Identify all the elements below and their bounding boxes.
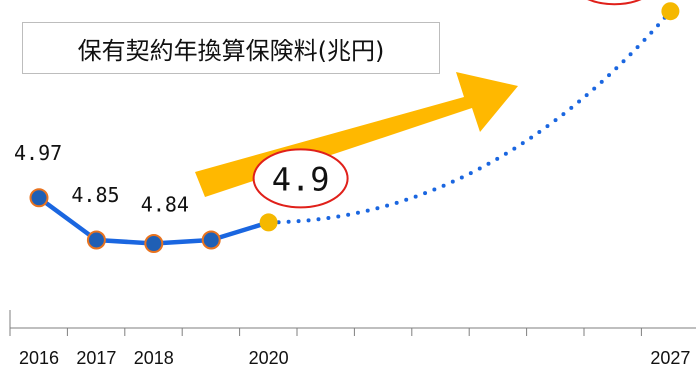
data-point-2016 <box>29 188 49 208</box>
trend-arrow <box>195 72 518 197</box>
data-markers <box>29 2 680 254</box>
highlight-label-2020: 4.9 <box>272 160 330 198</box>
highlight-ellipse-2020 <box>252 148 349 209</box>
x-tick-label-2018: 2018 <box>134 348 174 368</box>
data-label-2017: 4.85 <box>71 183 119 207</box>
data-labels: 4.97 4.85 4.84 <box>14 141 189 217</box>
x-tick-label-2016: 2016 <box>19 348 59 368</box>
x-tick-label-2017: 2017 <box>76 348 116 368</box>
highlight-labels: 4.95.5 <box>252 0 642 209</box>
data-label-2016: 4.97 <box>14 141 62 165</box>
x-axis-ticks <box>9 328 642 336</box>
projection-point-2020 <box>259 213 278 232</box>
chart-title: 保有契約年換算保険料(兆円) <box>22 22 440 74</box>
highlight-ellipse-2027 <box>587 0 642 6</box>
data-point-2018 <box>144 234 164 254</box>
x-tick-label-2027: 2027 <box>650 348 690 368</box>
projection-series-line <box>266 9 673 225</box>
data-point-2017 <box>86 230 106 250</box>
x-tick-labels: 2016 2017 2018 2020 2027 <box>19 348 690 368</box>
data-label-2018: 4.84 <box>141 193 189 217</box>
data-point-2019 <box>201 230 221 250</box>
projection-point-2027 <box>661 2 680 21</box>
x-tick-label-2020: 2020 <box>249 348 289 368</box>
